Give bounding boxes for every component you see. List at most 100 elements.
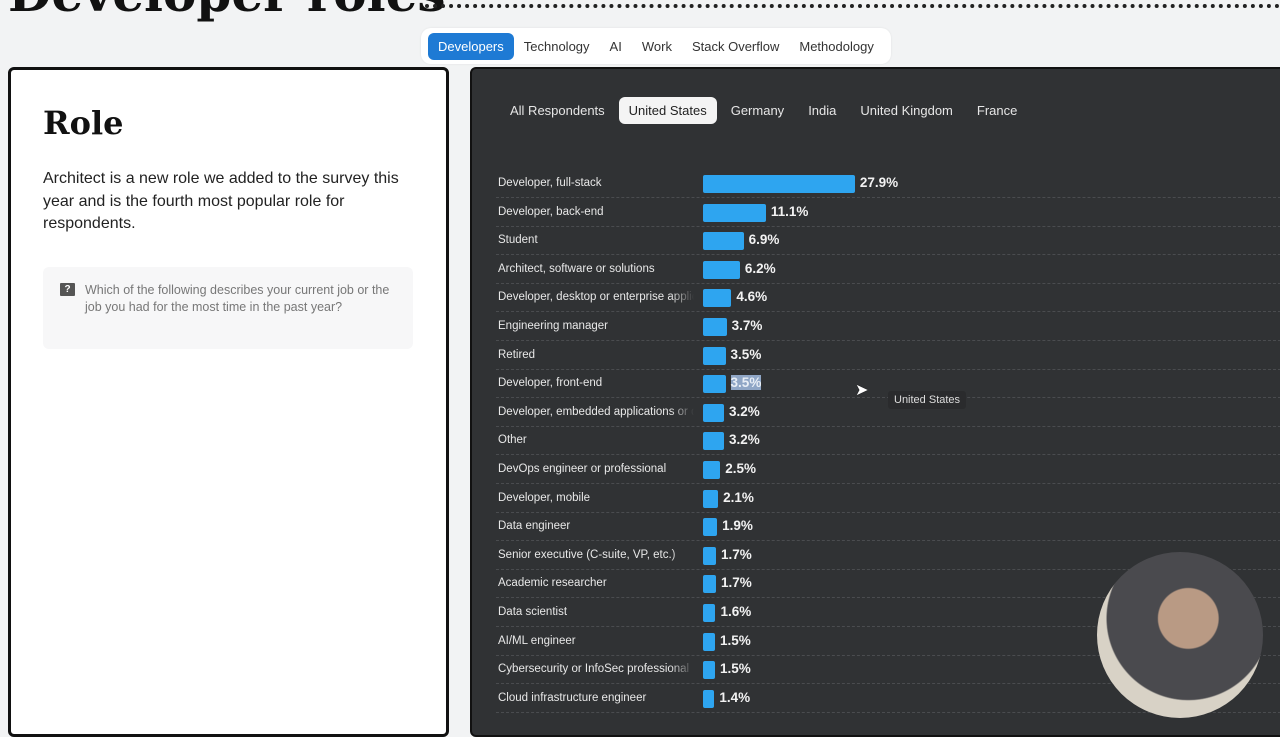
tab-methodology[interactable]: Methodology <box>799 38 874 54</box>
role-info-panel: Role Architect is a new role we added to… <box>8 67 449 737</box>
chart-row[interactable]: Developer, mobile 2.1% <box>496 485 1280 513</box>
section-heading: Role <box>43 104 124 142</box>
bar-label: Senior executive (C-suite, VP, etc.) <box>498 548 676 561</box>
chart-row[interactable]: Engineering manager 3.7% <box>496 313 1280 341</box>
bar-value-label: 3.5% <box>730 346 762 362</box>
tab-technology[interactable]: Technology <box>523 38 590 54</box>
bar-value-label: 2.5% <box>725 461 757 476</box>
bar-label: Student <box>498 234 538 247</box>
bar-label: Architect, software or solutions <box>498 262 655 275</box>
bar-value-label: 2.1% <box>723 489 754 505</box>
bar[interactable] <box>703 403 724 422</box>
bar-label: Cybersecurity or InfoSec professional <box>498 663 690 676</box>
chart-row[interactable]: Retired 3.5% <box>496 342 1280 370</box>
bar-label: Other <box>498 434 527 447</box>
bar[interactable] <box>703 175 855 193</box>
chart-row[interactable]: Student 6.9% <box>496 227 1280 256</box>
top-nav: Developers Technology AI Work Stack Over… <box>421 28 891 64</box>
chart-row[interactable]: Developer, full-stack 27.9% <box>496 170 1280 198</box>
bar-label: DevOps engineer or professional <box>498 463 667 475</box>
bar[interactable] <box>703 260 740 279</box>
bar-value-label: 1.4% <box>719 689 751 705</box>
bar-label: Cloud infrastructure engineer <box>498 691 647 704</box>
bar-value-label: 6.9% <box>748 232 780 248</box>
bar[interactable] <box>703 375 726 394</box>
chart-row[interactable]: Data engineer 1.9% <box>496 513 1280 542</box>
mouse-cursor-icon: ➤ <box>855 382 869 399</box>
bar[interactable] <box>703 518 718 537</box>
bar-value-label: 27.9% <box>859 175 899 190</box>
bar-value-label: 1.7% <box>721 575 752 591</box>
bar[interactable] <box>703 632 715 651</box>
chart-row[interactable]: Developer, desktop or enterprise applica… <box>496 284 1280 313</box>
bar[interactable] <box>703 432 724 451</box>
bar[interactable] <box>703 203 766 222</box>
bar-label: Developer, back-end <box>498 205 604 218</box>
country-tabs: All Respondents United States Germany In… <box>500 97 1027 124</box>
bar-label: Developer, embedded applications or devi… <box>498 405 694 418</box>
bar[interactable] <box>703 346 726 365</box>
tab-all-respondents[interactable]: All Respondents <box>510 103 605 118</box>
tab-germany[interactable]: Germany <box>730 103 785 118</box>
bar-value-label: 6.2% <box>744 260 776 276</box>
bar-label: Developer, mobile <box>498 491 591 504</box>
chart-row[interactable]: Other 3.2% <box>496 427 1280 456</box>
bar[interactable] <box>703 289 732 308</box>
tab-work[interactable]: Work <box>641 38 672 54</box>
bar-value-label: 4.6% <box>736 289 768 305</box>
chart-row[interactable]: Developer, embedded applications or devi… <box>496 399 1280 427</box>
tab-ai[interactable]: AI <box>609 38 622 54</box>
page-title: Developer roles <box>8 0 446 23</box>
chart-row[interactable]: DevOps engineer or professional 2.5% <box>496 456 1280 484</box>
bar-value-label: 1.7% <box>721 546 752 562</box>
bar-label: Developer, desktop or enterprise applica… <box>498 291 694 304</box>
chart-row[interactable]: Cybersecurity or InfoSec professional 1.5… <box>496 656 1280 685</box>
tab-united-kingdom[interactable]: United Kingdom <box>860 103 953 118</box>
bar-label: Developer, full-stack <box>498 177 602 189</box>
chart-row[interactable]: Architect, software or solutions 6.2% <box>496 256 1280 284</box>
question-bubble-icon: ? <box>60 283 75 296</box>
chart-row[interactable]: Academic researcher 1.7% <box>496 570 1280 599</box>
survey-question: ? Which of the following describes your … <box>43 267 413 349</box>
bar[interactable] <box>703 661 715 680</box>
chart-row[interactable]: Developer, back-end 11.1% <box>496 199 1280 227</box>
tab-france[interactable]: France <box>976 103 1018 118</box>
chart-row[interactable]: Cloud infrastructure engineer 1.4% <box>496 685 1280 713</box>
chart-row[interactable]: Senior executive (C-suite, VP, etc.) 1.7% <box>496 542 1280 570</box>
tab-india[interactable]: India <box>808 103 837 118</box>
title-divider <box>425 4 1280 8</box>
bar-label: Developer, front-end <box>498 377 603 390</box>
bar-label: Data engineer <box>498 520 571 533</box>
bar-value-label: 3.5% <box>730 375 762 391</box>
tab-developers[interactable]: Developers <box>428 32 514 60</box>
bar[interactable] <box>703 689 715 708</box>
bar-label: Academic researcher <box>498 577 607 590</box>
bar[interactable] <box>703 489 719 508</box>
bar-label: Engineering manager <box>498 320 608 332</box>
chart-row[interactable]: Data scientist 1.6% <box>496 599 1280 627</box>
bar-value-label: 1.6% <box>720 604 752 619</box>
bar-value-label: 1.5% <box>719 661 751 677</box>
bar-value-label: 3.2% <box>728 403 760 419</box>
bar-value-label: 1.9% <box>722 518 753 534</box>
bar[interactable] <box>703 461 721 479</box>
bar[interactable] <box>703 575 716 594</box>
chart-panel: All Respondents United States Germany In… <box>470 67 1280 737</box>
section-description: Architect is a new role we added to the … <box>43 170 399 232</box>
chart-row[interactable]: AI/ML engineer 1.5% <box>496 628 1280 656</box>
question-text: Which of the following describes your cu… <box>85 283 390 314</box>
tab-stack-overflow[interactable]: Stack Overflow <box>691 38 780 54</box>
bar-value-label: 1.5% <box>719 632 751 648</box>
bar-label: AI/ML engineer <box>498 634 576 647</box>
bar-label: Retired <box>498 348 536 361</box>
bar-label: Data scientist <box>498 606 568 618</box>
chart-tooltip: United States <box>888 391 967 409</box>
bar-value-label: 11.1% <box>770 203 809 219</box>
webcam-overlay <box>1097 552 1263 718</box>
bar[interactable] <box>703 318 727 336</box>
bar[interactable] <box>703 546 716 565</box>
bar[interactable] <box>703 604 716 622</box>
bar[interactable] <box>703 232 744 251</box>
bar-value-label: 3.7% <box>731 318 763 333</box>
tab-united-states[interactable]: United States <box>618 97 717 124</box>
